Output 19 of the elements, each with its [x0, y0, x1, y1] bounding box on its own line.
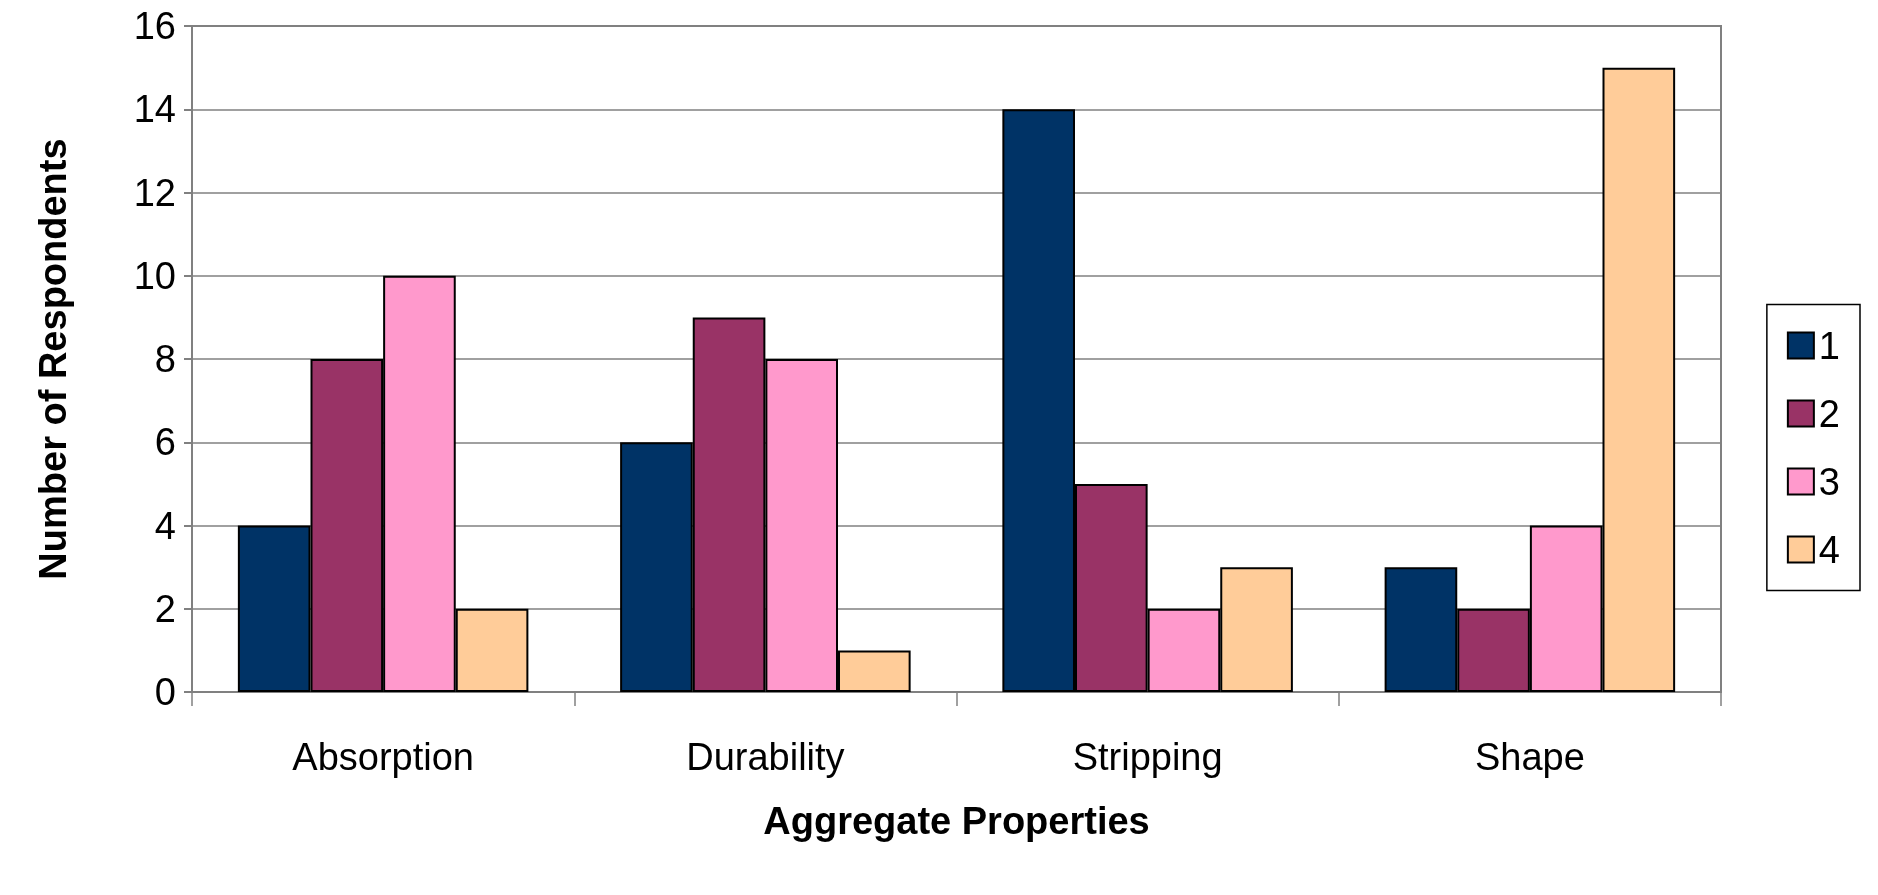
y-tick-label: 0: [154, 671, 176, 713]
y-axis-title: Number of Respondents: [32, 138, 74, 580]
x-tick-label: Durability: [686, 736, 845, 778]
y-tick-label: 8: [154, 338, 176, 380]
y-tick-label: 10: [133, 254, 176, 297]
legend-label: 1: [1818, 324, 1841, 367]
x-axis-title: Aggregate Properties: [763, 800, 1150, 842]
y-tick-label: 12: [133, 171, 176, 214]
legend-label: 3: [1818, 460, 1841, 503]
y-tick-label: 6: [154, 421, 176, 464]
legend-label: 4: [1818, 528, 1841, 571]
y-tick-label: 14: [133, 88, 176, 131]
legend-label: 2: [1818, 392, 1841, 435]
y-tick-label: 4: [154, 504, 176, 547]
x-tick-label: Shape: [1474, 736, 1585, 778]
y-tick-label: 16: [133, 5, 176, 47]
y-tick-label: 2: [154, 587, 176, 630]
x-tick-label: Absorption: [292, 736, 474, 778]
x-tick-label: Stripping: [1072, 736, 1223, 778]
